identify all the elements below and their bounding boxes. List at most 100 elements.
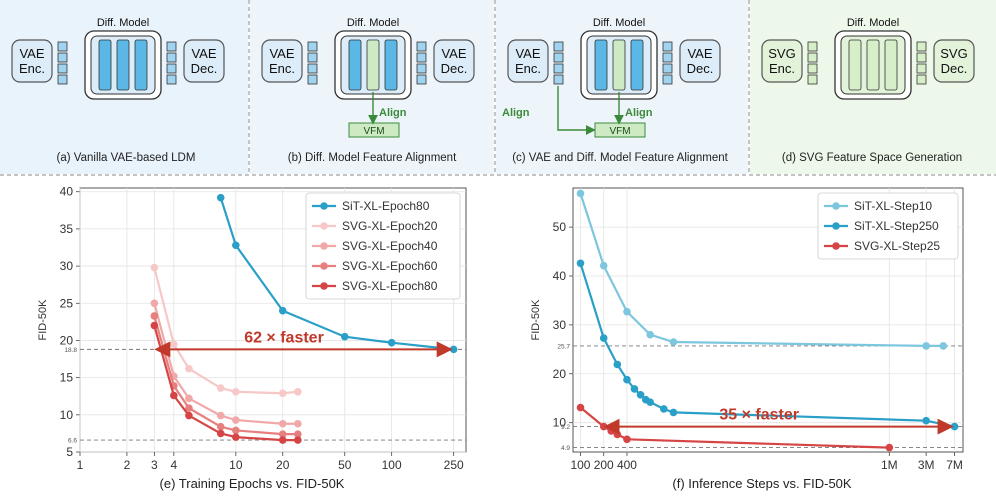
data-point [232, 426, 240, 435]
panel-d-caption: (d) SVG Feature Space Generation [782, 152, 962, 164]
latent-token [916, 41, 927, 52]
data-point [623, 375, 631, 384]
y-axis-label: FID-50K [530, 299, 542, 341]
legend-marker [832, 202, 840, 210]
align-arrow [557, 86, 596, 135]
y-tick-label: 50 [553, 220, 567, 234]
data-point [185, 394, 193, 403]
encoder-label: VAE [19, 46, 44, 61]
data-point [646, 330, 655, 339]
data-point [294, 419, 302, 428]
latent-token [57, 74, 68, 85]
x-tick-label: 250 [444, 458, 464, 472]
x-tick-label: 100 [382, 458, 402, 472]
latent-token [916, 52, 927, 63]
encoder-label: VAE [269, 46, 294, 61]
x-tick-label: 400 [617, 458, 637, 472]
decoder-block [933, 39, 975, 83]
x-tick-label: 3M [918, 458, 935, 472]
data-point [150, 321, 159, 330]
model-layer [884, 39, 898, 91]
data-point [669, 338, 678, 346]
x-tick-label: 2 [124, 458, 131, 472]
data-point [922, 342, 930, 350]
data-point [599, 261, 608, 270]
align-label: Align [502, 107, 530, 119]
x-tick-label: 20 [276, 458, 290, 472]
data-point [613, 430, 622, 439]
data-point [885, 443, 894, 452]
y-axis-label: FID-50K [37, 299, 49, 341]
data-point [576, 403, 585, 412]
decoder-label: VAE [191, 46, 216, 61]
latent-token [416, 52, 427, 63]
data-point [232, 387, 240, 396]
data-point [185, 411, 193, 420]
x-tick-label: 10 [229, 458, 243, 472]
decoder-block [183, 39, 225, 83]
latent-token [166, 63, 177, 74]
data-point [387, 338, 396, 347]
latent-token [57, 63, 68, 74]
data-point [623, 307, 631, 316]
latent-token [662, 52, 673, 63]
data-point [232, 416, 240, 424]
data-point [150, 312, 159, 320]
data-point [294, 436, 302, 444]
legend-marker [320, 282, 328, 290]
legend-entry: SVG-XL-Epoch80 [342, 279, 438, 293]
latent-token [307, 74, 318, 85]
y-tick-label: 30 [553, 318, 567, 332]
data-point [278, 306, 287, 315]
x-tick-label: 200 [594, 458, 614, 472]
legend-entry: SVG-XL-Step25 [854, 239, 940, 253]
encoder-label: Enc. [19, 61, 45, 76]
data-point [630, 385, 639, 393]
reference-line-label: 6.6 [68, 438, 77, 445]
chart-inference-steps: 10 20 30 40 50 100 200 400 1M 3M 7M 25.7 9.2 4.9 FID-5… [530, 187, 964, 472]
model-layer [612, 39, 626, 91]
model-layer [366, 39, 380, 91]
align-label: Align [625, 107, 653, 119]
panel-b-caption: (b) Diff. Model Feature Alignment [288, 152, 457, 164]
latent-token [916, 63, 927, 74]
data-point [278, 430, 287, 438]
data-point [216, 384, 225, 392]
data-point [623, 435, 631, 444]
y-tick-label: 40 [553, 269, 567, 283]
data-point [232, 433, 240, 441]
data-point [150, 263, 159, 272]
diff-model-label: Diff. Model [847, 17, 899, 29]
legend-marker [320, 262, 328, 270]
data-point [278, 436, 287, 444]
data-point [278, 419, 287, 428]
data-point [150, 299, 159, 308]
data-point [939, 342, 948, 350]
latent-token [553, 63, 564, 74]
reference-line-label: 25.7 [557, 343, 570, 350]
legend-entry: SiT-XL-Step250 [854, 219, 939, 233]
encoder-label: SVG [768, 46, 795, 61]
latent-token [307, 41, 318, 52]
decoder-label: Dec. [441, 61, 468, 76]
y-tick-label: 5 [66, 445, 73, 459]
latent-token [553, 74, 564, 85]
decoder-label: VAE [687, 46, 712, 61]
latent-token [166, 52, 177, 63]
model-layer [630, 39, 644, 91]
encoder-label: Enc. [515, 61, 541, 76]
reference-line-label: 9.2 [561, 424, 570, 431]
data-point [636, 391, 645, 399]
data-point [170, 391, 178, 400]
reference-line-label: 18.8 [64, 347, 77, 354]
latent-token [57, 52, 68, 63]
latent-token [416, 74, 427, 85]
align-label: Align [379, 107, 407, 119]
x-tick-label: 1M [881, 458, 898, 472]
latent-token [662, 74, 673, 85]
data-point [646, 398, 655, 406]
model-layer [116, 39, 130, 91]
